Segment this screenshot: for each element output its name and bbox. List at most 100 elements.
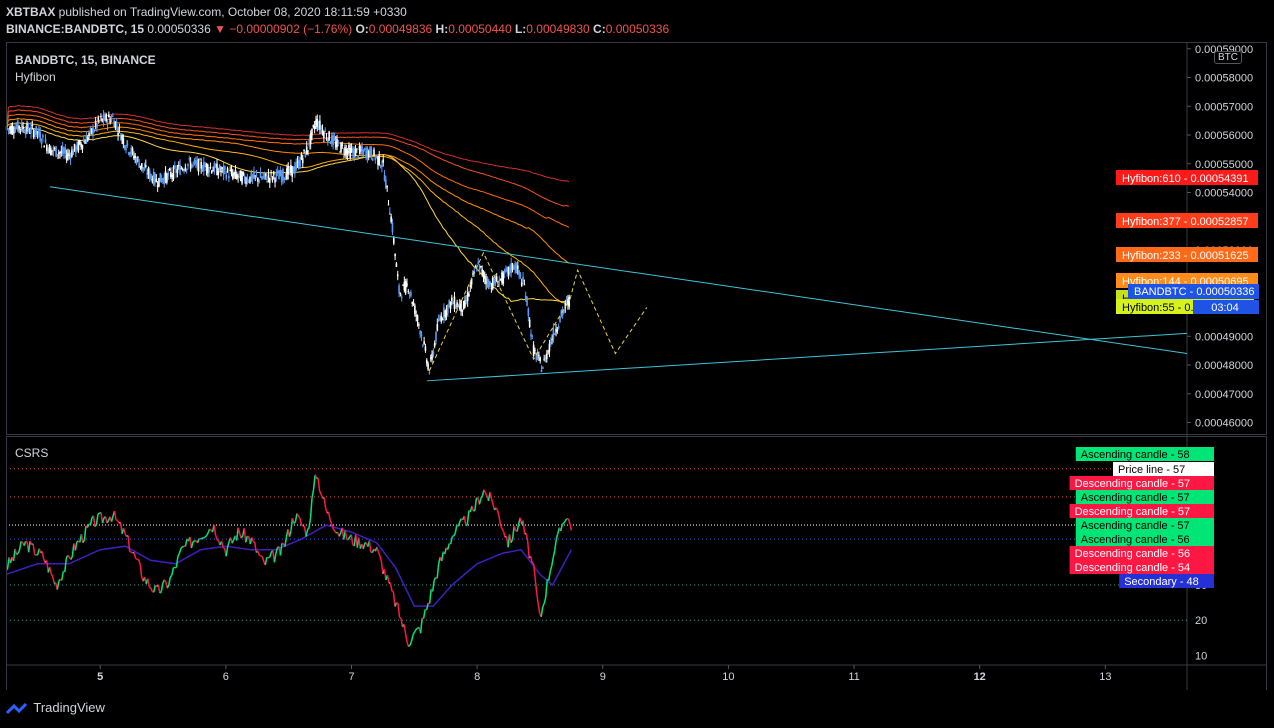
candle-body [494,278,497,284]
candle-body [216,163,218,176]
candle-body [383,174,386,181]
csrs-segment [392,591,396,607]
candle-body [462,300,465,310]
csrs-segment [266,556,269,559]
candle-body [487,282,490,290]
candle-body [148,170,151,179]
candle-body [319,120,321,130]
main-panel-title[interactable]: BANDBTC, 15, BINANCE [15,53,156,67]
candle-body [181,168,184,171]
csrs-segment [14,548,18,555]
symbol-label[interactable]: BINANCE:BANDBTC, 15 [6,22,145,36]
csrs-segment [196,538,200,544]
candle-body [108,114,110,118]
candle-body [509,267,511,272]
down-arrow-icon: ▼ [214,22,226,36]
candle-body [420,334,423,337]
candle-body [168,169,171,171]
candle-body [235,174,238,179]
candle-body [317,125,320,129]
csrs-segment [377,551,381,556]
x-tick-label: 9 [600,671,606,683]
csrs-segment [317,478,321,492]
candle-body [439,317,441,320]
csrs-segment [180,546,183,549]
candle-body [121,135,123,139]
csrs-segment [511,526,515,540]
countdown-bg [1193,300,1259,314]
candle-body [69,155,72,160]
csrs-segment [535,592,539,605]
candle-body [497,286,499,288]
candle-body [360,150,362,152]
candle-body [287,166,290,175]
csrs-title[interactable]: CSRS [15,446,49,460]
csrs-segment [516,524,520,532]
candle-body [250,172,253,182]
csrs-segment [137,559,141,565]
csrs-segment [106,520,110,524]
currency-badge[interactable]: BTC [1214,51,1242,64]
tradingview-logo[interactable]: TradingView [5,700,105,716]
candle-body [506,267,509,272]
candle-body [363,148,366,150]
candle-body [499,278,502,280]
candle-body [568,296,571,307]
candle-body [13,131,15,134]
x-tick-label: 8 [474,671,480,683]
csrs-segment [275,547,279,554]
candle-body [365,150,367,158]
brand-name: TradingView [33,700,105,715]
candle-body [64,147,67,154]
csrs-segment [478,498,482,505]
csrs-segment [534,578,538,594]
candle-body [491,277,494,290]
indicator-name[interactable]: Hyfibon [15,70,56,84]
candle-body [257,177,259,182]
csrs-level-label-bg [1075,447,1214,461]
candle-body [320,127,323,129]
y-tick-label: 0.00049000 [1195,331,1253,343]
hyfibon-label: Hyfibon:55 - 0.000 [1122,302,1212,314]
candle-body [466,292,469,302]
csrs-segment [376,546,380,553]
candle-body [513,266,515,270]
candle-body [67,152,69,157]
csrs-segment [543,597,547,604]
x-tick-label: 13 [1099,671,1111,683]
csrs-level-label-bg [1075,518,1214,532]
candle-body [441,319,444,321]
csrs-segment [498,516,502,525]
candle-body [392,238,395,244]
candle-body [144,164,147,168]
candle-body [447,304,449,314]
csrs-segment [127,535,131,552]
candle-body [226,168,229,172]
csrs-segment [471,505,475,512]
candle-body [484,275,486,279]
price-change: −0.00000902 (−1.76%) [229,22,353,36]
candle-body [122,138,125,145]
high-value: 0.00050440 [448,22,512,36]
y-tick-label: 0.00056000 [1195,130,1253,142]
candle-body [19,128,22,130]
csrs-segment [237,527,241,534]
author-name[interactable]: XBTBAX [6,5,56,19]
candle-body [456,302,458,307]
candle-body [38,129,40,135]
csrs-segment [389,582,393,592]
x-tick-label: 10 [722,671,734,683]
csrs-segment [551,557,555,566]
candle-body [192,162,195,164]
csrs-segment [400,618,404,627]
candle-body [354,149,357,157]
csrs-segment [168,576,172,586]
pattern-path [428,251,571,371]
csrs-segment [453,532,456,537]
candle-body [187,163,189,167]
candle-body [65,155,68,160]
csrs-segment [484,492,488,497]
csrs-segment [308,517,312,528]
candle-body [295,162,297,170]
